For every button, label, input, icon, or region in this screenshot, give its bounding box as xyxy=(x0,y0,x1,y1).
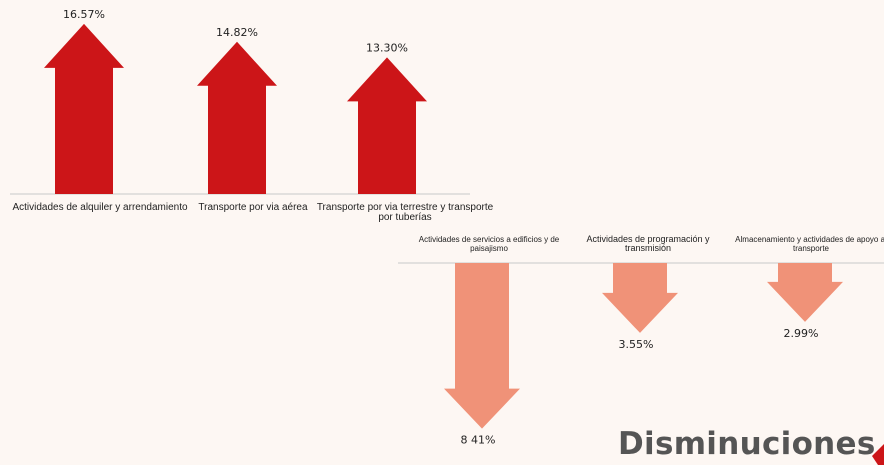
decrease-category-label-2: Actividades de programación y transmisión xyxy=(586,234,710,253)
increase-arrow-3 xyxy=(347,57,427,195)
increase-category-label-1: Actividades de alquiler y arrendamiento xyxy=(12,202,188,213)
decreases-title: Disminuciones xyxy=(618,426,876,462)
decrease-category-label-3: Almacenamiento y actividades de apoyo al… xyxy=(735,235,884,253)
decrease-value-label-1: 8 41% xyxy=(461,434,496,447)
increase-category-label-2: Transporte por via aérea xyxy=(198,202,308,213)
decrease-arrow-1 xyxy=(444,263,520,429)
increase-arrow-1 xyxy=(44,23,124,195)
decrease-value-label-3: 2.99% xyxy=(784,327,819,340)
increase-category-label-3: Transporte por via terrestre y transport… xyxy=(317,202,494,223)
increase-arrow-2 xyxy=(197,41,277,194)
increase-value-label-3: 13.30% xyxy=(366,41,408,54)
decrease-category-label-1: Actividades de servicios a edificios y d… xyxy=(419,235,560,253)
decrease-arrow-2 xyxy=(602,263,678,333)
decrease-value-label-2: 3.55% xyxy=(619,338,654,351)
increase-value-label-1: 16.57% xyxy=(63,8,105,21)
decrease-title-icon xyxy=(872,444,884,465)
increases-chart: 16.57% Actividades de alquiler y arrendam… xyxy=(10,8,494,223)
increase-value-label-2: 14.82% xyxy=(216,26,258,39)
decrease-arrow-3 xyxy=(767,263,843,322)
decreases-chart: 8 41% Actividades de servicios a edificio… xyxy=(398,234,884,447)
